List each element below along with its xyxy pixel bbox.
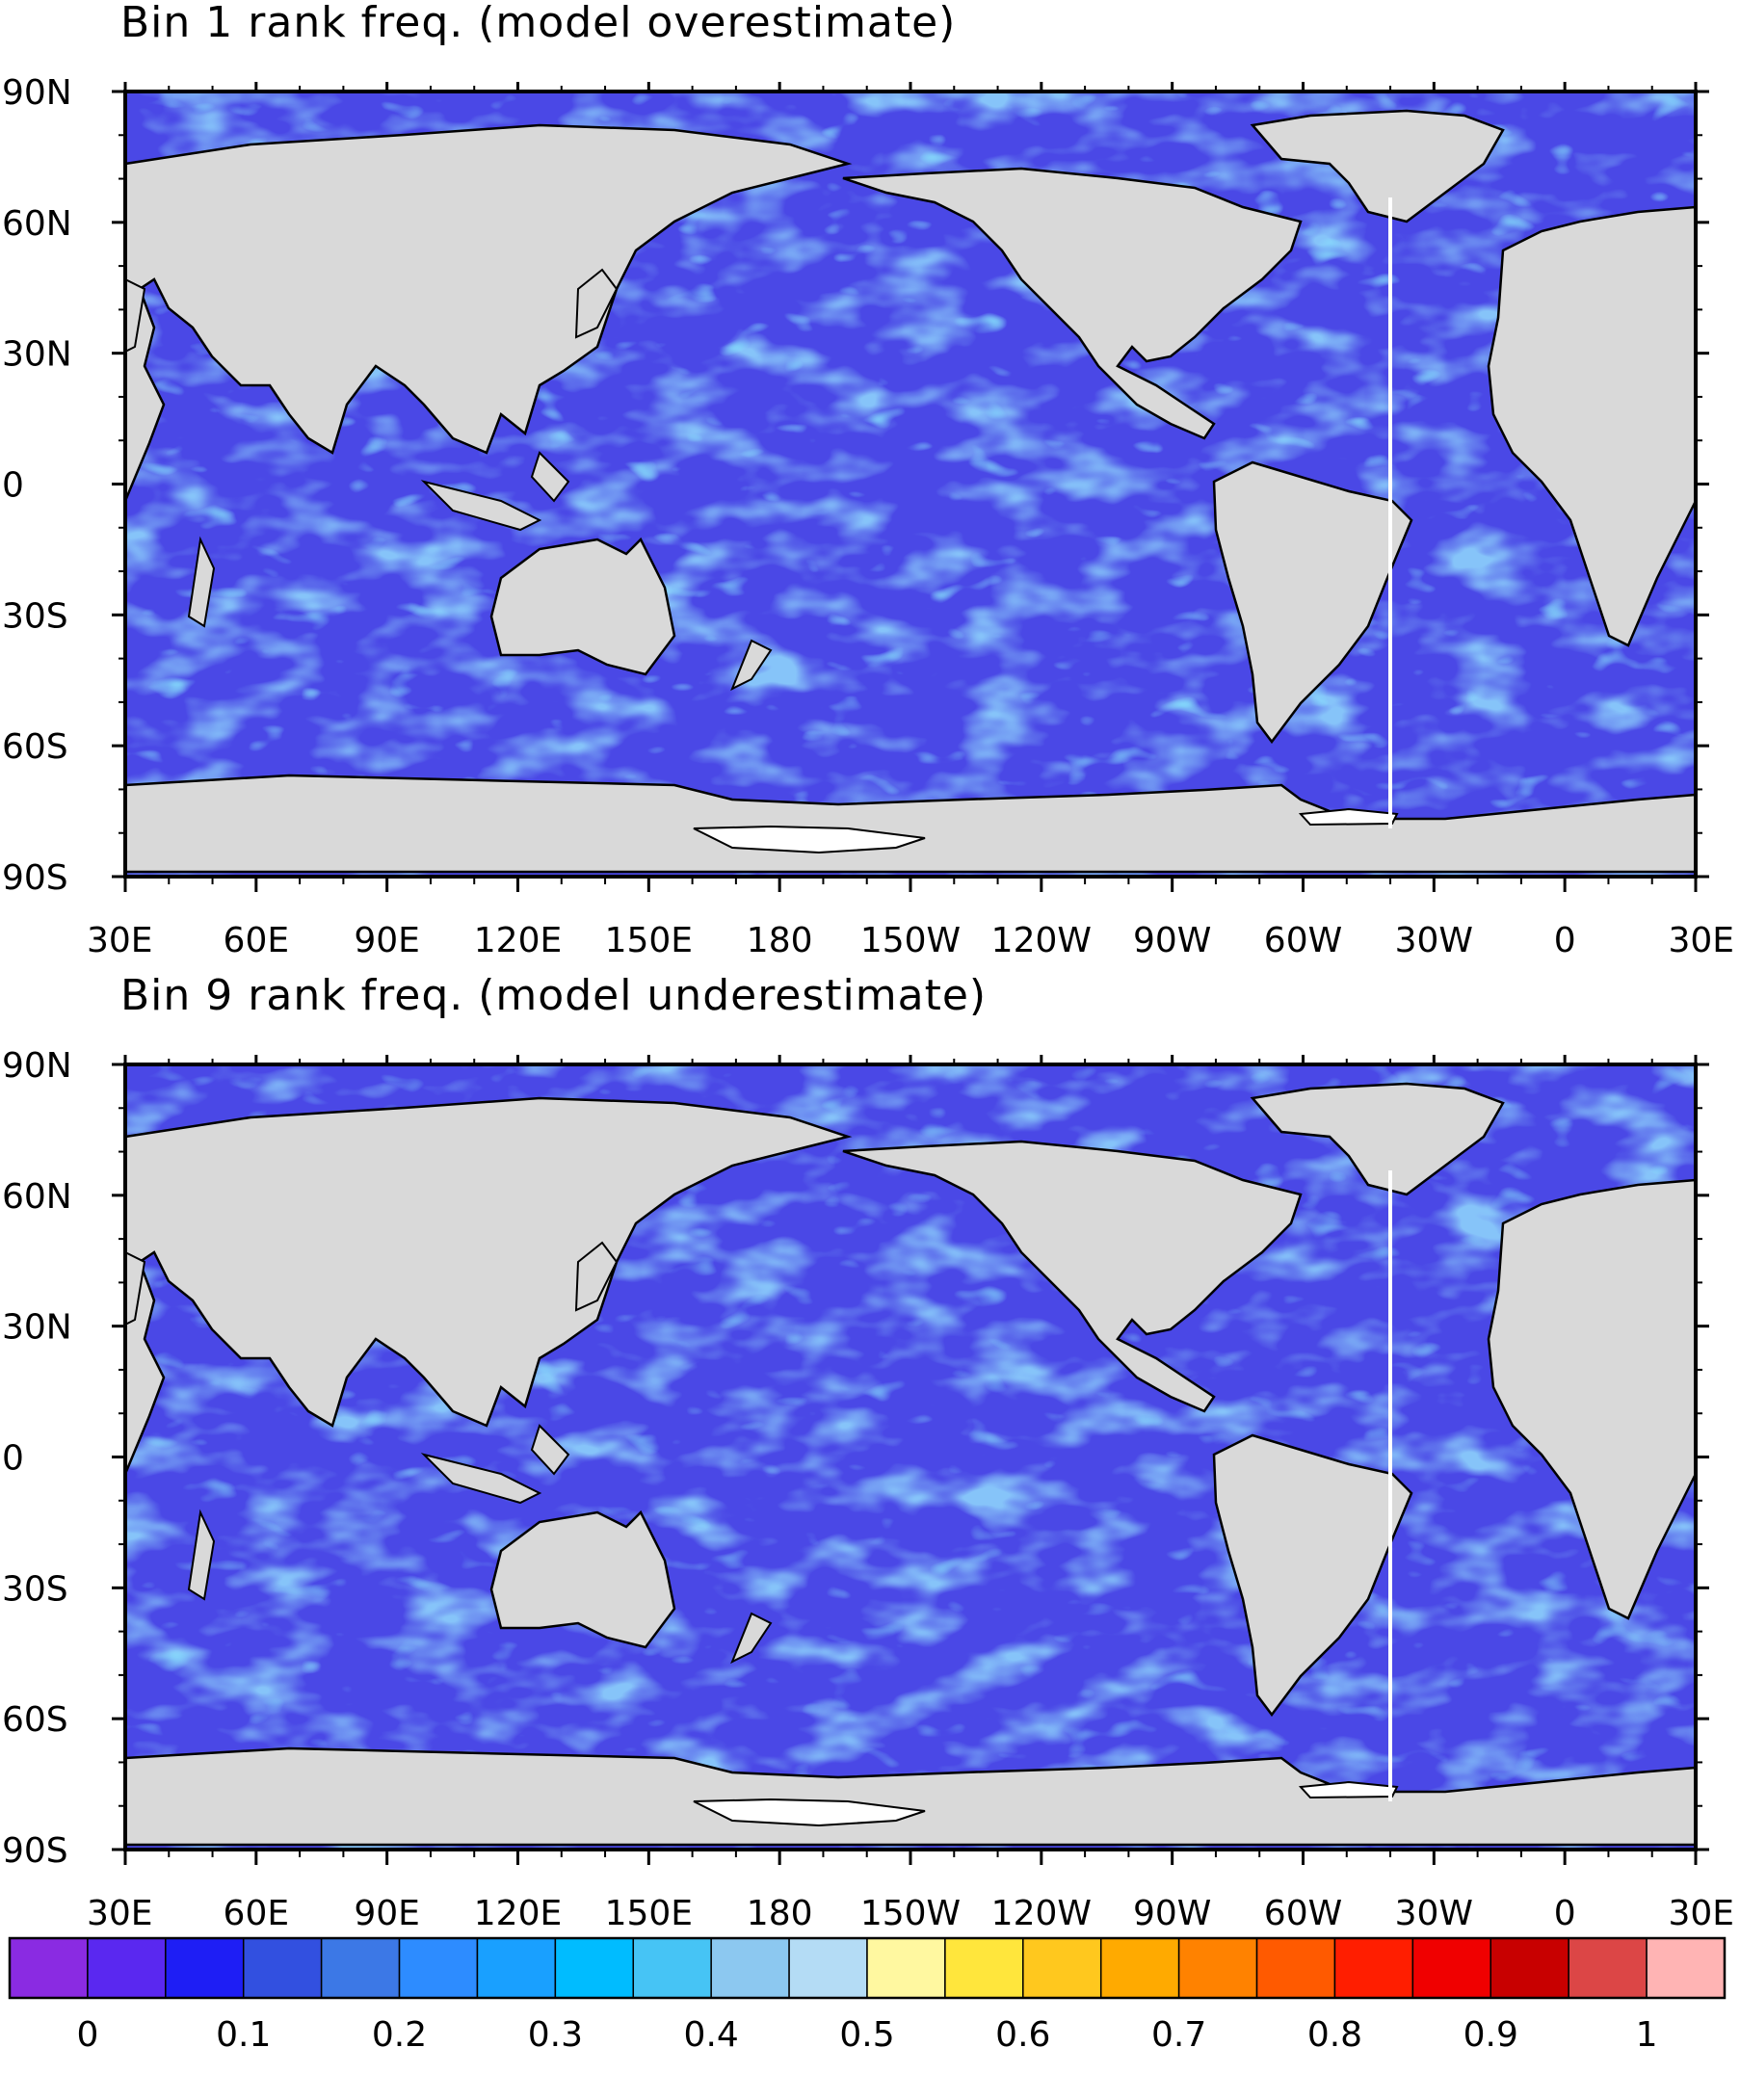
colorbar-label: 0.4 [684, 2015, 739, 2055]
colorbar-label: 0.3 [528, 2015, 583, 2055]
panel-2: Bin 9 rank freq. (model underestimate) 9… [2, 971, 1734, 1933]
lat-tick-label: 60S [2, 727, 68, 767]
colorbar-swatch [1490, 1937, 1569, 1999]
colorbar-swatch [1022, 1937, 1102, 1999]
lon-tick-label: 60E [224, 1894, 290, 1933]
panel-1-map [123, 90, 1698, 879]
colorbar-swatch [1333, 1937, 1414, 1999]
colorbar-label: 0.5 [839, 2015, 894, 2055]
colorbar-label: 0.8 [1307, 2015, 1362, 2055]
lat-tick-label: 30S [2, 596, 68, 636]
lon-tick-label: 30E [1668, 921, 1734, 960]
lon-tick-label: 60W [1264, 1894, 1342, 1933]
colorbar-swatch [87, 1937, 167, 1999]
lon-tick-label: 30E [87, 921, 153, 960]
colorbar-swatch [1646, 1937, 1726, 1999]
lat-tick-label: 90S [2, 1831, 68, 1871]
lon-tick-label: 150W [860, 921, 961, 960]
lon-tick-label: 180 [747, 921, 813, 960]
lon-tick-label: 120W [991, 921, 1092, 960]
colorbar-swatch [1568, 1937, 1648, 1999]
lon-tick-label: 0 [1554, 921, 1576, 960]
lon-tick-label: 150E [605, 1894, 693, 1933]
colorbar-swatch [1177, 1937, 1258, 1999]
lon-tick-label: 180 [747, 1894, 813, 1933]
lon-tick-label: 90E [354, 921, 420, 960]
lat-tick-label: 60N [2, 1177, 72, 1217]
colorbar-frame [8, 1936, 1727, 2000]
colorbar-swatch [398, 1937, 479, 1999]
lon-tick-label: 90W [1133, 1894, 1211, 1933]
colorbar-label: 0.6 [995, 2015, 1050, 2055]
colorbar-swatch [710, 1937, 790, 1999]
lon-tick-label: 30E [87, 1894, 153, 1933]
colorbar-swatch [866, 1937, 946, 1999]
colorbar-swatch [242, 1937, 323, 1999]
lon-tick-label: 150W [860, 1894, 961, 1933]
lat-tick-label: 60N [2, 204, 72, 244]
lon-tick-label: 120W [991, 1894, 1092, 1933]
lat-tick-label: 0 [2, 466, 24, 506]
lon-tick-label: 0 [1554, 1894, 1576, 1933]
lon-tick-label: 120E [474, 921, 562, 960]
lat-tick-label: 30N [2, 1308, 72, 1348]
colorbar-label: 0.9 [1463, 2015, 1518, 2055]
panel-2-title: Bin 9 rank freq. (model underestimate) [120, 971, 987, 1020]
lon-tick-label: 60E [224, 921, 290, 960]
colorbar-swatch [944, 1937, 1024, 1999]
colorbar-label: 0.1 [216, 2015, 271, 2055]
colorbar-swatch [165, 1937, 245, 1999]
colorbar-swatch [1255, 1937, 1336, 1999]
colorbar-label: 1 [1636, 2015, 1658, 2055]
lon-tick-label: 150E [605, 921, 693, 960]
lat-tick-label: 0 [2, 1439, 24, 1479]
colorbar-swatch [788, 1937, 868, 1999]
panel-1-lon-axis: 30E 60E 90E 120E 150E 180 150W 120W 90W 60W 30W 0 30… [87, 82, 1734, 960]
lon-tick-label: 90W [1133, 921, 1211, 960]
colorbar-swatch [554, 1937, 635, 1999]
lon-tick-label: 30W [1395, 1894, 1473, 1933]
colorbar-swatch [320, 1937, 401, 1999]
panel-2-lon-axis: 30E 60E 90E 120E 150E 180 150W 120W 90W 60W 30W 0 30… [87, 1055, 1734, 1933]
colorbar-swatch [632, 1937, 712, 1999]
colorbar: 0 0.1 0.2 0.3 0.4 0.5 0.6 0.7 0.8 0.9 1 [8, 1936, 1727, 2055]
lat-tick-label: 90N [2, 1046, 72, 1086]
lat-tick-label: 90S [2, 858, 68, 898]
lon-tick-label: 120E [474, 1894, 562, 1933]
panel-2-lat-axis: 90N 60N 30N 0 30S 60S 90S [2, 1046, 1709, 1871]
lon-tick-label: 30E [1668, 1894, 1734, 1933]
colorbar-swatch [1411, 1937, 1492, 1999]
lat-tick-label: 30S [2, 1569, 68, 1609]
lon-tick-label: 90E [354, 1894, 420, 1933]
colorbar-swatch [476, 1937, 557, 1999]
panel-2-map [123, 1063, 1698, 1851]
lat-tick-label: 60S [2, 1700, 68, 1740]
colorbar-label: 0 [76, 2015, 98, 2055]
colorbar-label: 0.2 [372, 2015, 427, 2055]
lat-tick-label: 30N [2, 335, 72, 375]
panel-1-title: Bin 1 rank freq. (model overestimate) [120, 0, 956, 47]
colorbar-swatch [1099, 1937, 1180, 1999]
colorbar-label: 0.7 [1151, 2015, 1206, 2055]
lat-tick-label: 90N [2, 73, 72, 113]
panel-1-lat-axis: 90N 60N 30N 0 30S 60S 90S [2, 73, 1709, 898]
panel-1: Bin 1 rank freq. (model overestimate) 90… [2, 0, 1734, 960]
lon-tick-label: 60W [1264, 921, 1342, 960]
colorbar-swatch [9, 1937, 89, 1999]
lon-tick-label: 30W [1395, 921, 1473, 960]
